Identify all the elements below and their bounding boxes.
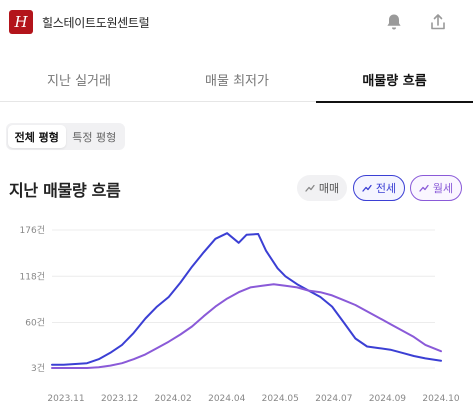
- x-tick-label: 2024.04: [208, 394, 245, 404]
- series-line-monthly-rent: [51, 283, 442, 369]
- y-tick-label: 118건: [20, 271, 45, 282]
- x-tick-label: 2024.05: [262, 394, 299, 404]
- top-bar: H 힐스테이트도원센트럴: [0, 0, 473, 46]
- chip-jeonse-label: 전세: [375, 182, 397, 195]
- chip-jeonse[interactable]: 전세: [353, 175, 405, 201]
- share-icon[interactable]: [426, 10, 450, 34]
- x-tick-label: 2023.12: [101, 394, 138, 404]
- series-line-jeonse: [51, 232, 442, 366]
- trend-icon: [362, 184, 372, 192]
- chart-svg: 176건 118건 60건 3건 2023.11 2023.12 2024.02 2024.…: [20, 225, 460, 404]
- size-filter: 전체 평형 특정 평형: [6, 123, 125, 150]
- size-filter-specific[interactable]: 특정 평형: [72, 130, 117, 144]
- size-filter-all[interactable]: 전체 평형: [8, 125, 66, 148]
- chip-monthly-rent-label: 월세: [432, 182, 454, 195]
- tab-recent-transactions[interactable]: 지난 실거래: [47, 73, 111, 89]
- site-title: 힐스테이트도원센트럴: [42, 16, 150, 30]
- section-title: 지난 매물량 흐름: [9, 181, 121, 200]
- tab-lowest-listing[interactable]: 매물 최저가: [205, 73, 269, 89]
- bell-icon[interactable]: [382, 10, 406, 34]
- chip-monthly-rent[interactable]: 월세: [410, 175, 462, 201]
- trend-icon: [419, 184, 429, 192]
- chip-sale[interactable]: 매매: [297, 175, 347, 201]
- trend-icon: [305, 184, 315, 192]
- logo-letter: H: [14, 13, 28, 31]
- x-tick-label: 2023.11: [47, 394, 84, 404]
- listing-flow-chart: 176건 118건 60건 3건 2023.11 2023.12 2024.02 2024.…: [0, 215, 473, 416]
- x-tick-label: 2024.09: [369, 394, 406, 404]
- x-tick-label: 2024.10: [422, 394, 459, 404]
- site-logo[interactable]: H: [9, 10, 33, 34]
- y-tick-label: 3건: [31, 363, 45, 374]
- y-tick-label: 60건: [25, 318, 45, 329]
- y-tick-label: 176건: [20, 225, 45, 236]
- x-tick-label: 2024.02: [155, 394, 192, 404]
- main-tabs: 지난 실거래 매물 최저가 매물량 흐름: [0, 56, 473, 103]
- chip-sale-label: 매매: [318, 182, 340, 195]
- tab-listing-flow[interactable]: 매물량 흐름: [316, 56, 473, 103]
- x-tick-label: 2024.07: [315, 394, 352, 404]
